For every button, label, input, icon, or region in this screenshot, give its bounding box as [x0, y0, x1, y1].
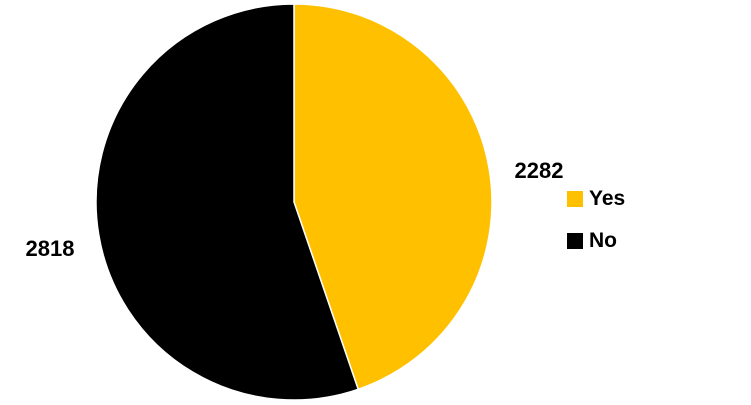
- legend-label-no: No: [589, 229, 617, 252]
- pie-slice-no: [95, 3, 360, 401]
- legend-swatch-no: [567, 233, 583, 249]
- legend-item-yes: Yes: [567, 187, 626, 210]
- data-label-no: 2818: [26, 236, 75, 261]
- data-labels: 2282 2818: [26, 158, 564, 261]
- legend-swatch-yes: [567, 191, 583, 207]
- data-label-yes: 2282: [515, 158, 564, 183]
- legend-item-no: No: [567, 229, 625, 252]
- pie-slice-yes: [293, 3, 493, 391]
- legend: Yes No: [567, 187, 626, 272]
- pie-slices: [95, 3, 493, 401]
- legend-label-yes: Yes: [589, 187, 626, 210]
